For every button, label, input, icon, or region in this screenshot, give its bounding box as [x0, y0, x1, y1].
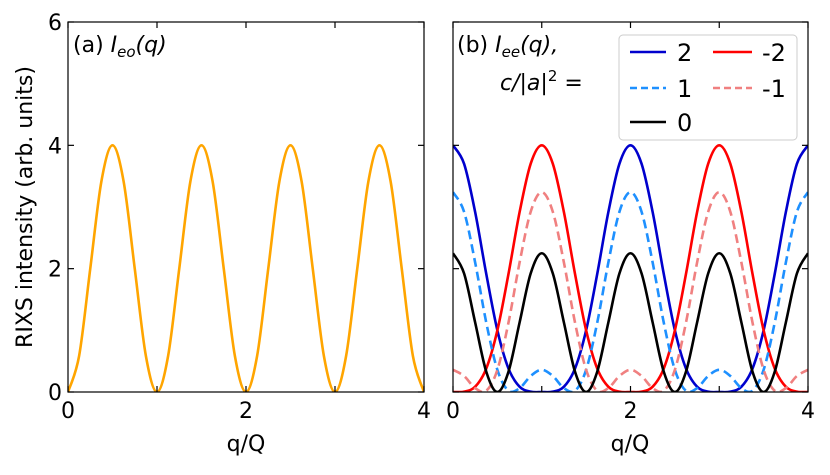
panel-a-title-suffix: (q): [136, 33, 167, 58]
panel-b-x-tick-label: 4: [801, 399, 815, 424]
legend-label--2: -2: [762, 39, 786, 67]
panel-a-title: (a) Ieo(q): [73, 33, 167, 61]
legend-label-0: 0: [677, 109, 692, 137]
panel-a-frame: [67, 21, 425, 393]
panel-b-title-sup: 2: [548, 67, 558, 85]
y-axis-label: RIXS intensity (arb. units): [13, 66, 38, 348]
legend-box: [618, 34, 798, 141]
legend: 2 -2 1 -1 0: [630, 39, 786, 137]
legend-label--1: -1: [762, 75, 786, 103]
panel-a-y-tick-label: 6: [48, 11, 62, 36]
panel-a-title-sub: eo: [117, 43, 135, 61]
legend-label-1: 1: [677, 75, 692, 103]
panel-b-title-symbol: I: [495, 33, 502, 58]
panel-b-x-tick-label: 0: [446, 399, 460, 424]
panel-a-series-line-Ieo: [68, 144, 424, 392]
panel-a-y-tick-label: 4: [48, 134, 62, 159]
legend-label-2: 2: [677, 39, 692, 67]
panel-a-x-tick-label: 4: [417, 399, 431, 424]
panel-b-series-line-0: [453, 251, 808, 392]
panel-b-title-line2: c/|a|2 =: [500, 67, 583, 96]
panel-b-title-equals: =: [557, 71, 582, 96]
panel-b-x-label: q/Q: [611, 432, 650, 457]
panel-b-series-line--1: [453, 190, 808, 392]
panel-b-x-tick-label: 2: [624, 399, 638, 424]
panel-b-title-suffix: (q),: [520, 33, 558, 58]
panel-a-plot-area: 0 2 4 0 2 4 6: [48, 11, 431, 424]
panel-b-title-sub: ee: [502, 43, 520, 61]
panel-b-title-c-over-a: c/|a|: [500, 71, 548, 96]
panel-b-series-line--2: [453, 144, 808, 392]
panel-a-title-symbol: I: [111, 33, 118, 58]
panel-b-series-line-2: [453, 144, 808, 392]
panel-a: 0 2 4 0 2 4 6 (a) Ieo(q) q/Q: [48, 11, 431, 457]
panel-a-title-prefix: (a): [73, 33, 111, 58]
panel-a-x-tick-label: 0: [61, 399, 75, 424]
panel-a-y-tick-label: 2: [48, 258, 62, 283]
panel-b-frame: [452, 21, 809, 393]
panel-a-x-tick-label: 2: [239, 399, 253, 424]
panel-a-y-tick-label: 0: [48, 381, 62, 406]
panel-a-x-label: q/Q: [227, 432, 266, 457]
panel-b-title-prefix: (b): [457, 33, 495, 58]
panel-b-title: (b) Iee(q),: [457, 33, 558, 61]
